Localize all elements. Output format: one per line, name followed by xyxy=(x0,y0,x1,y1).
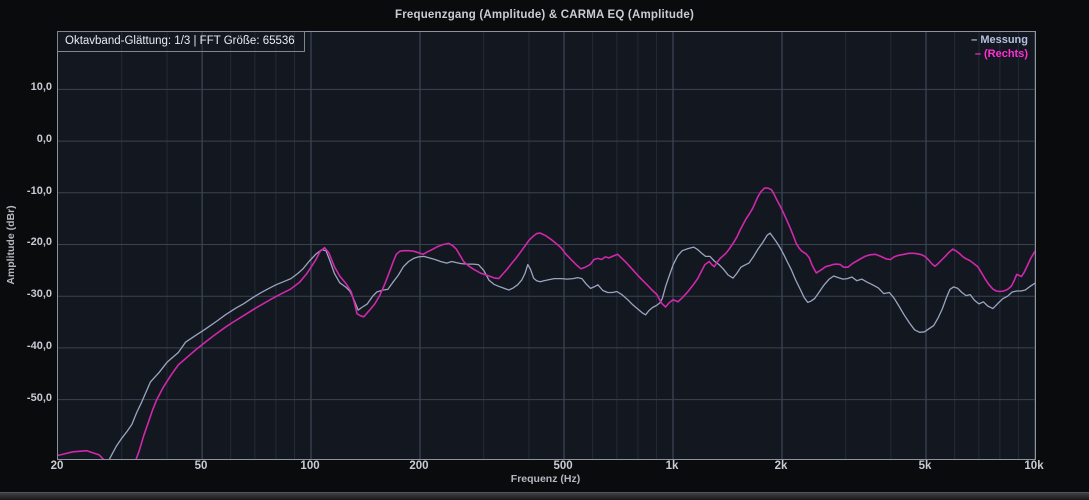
x-tick-label-2k: 2k xyxy=(774,460,788,472)
x-tick-label-100: 100 xyxy=(300,460,320,472)
y-tick-label-10: 10,0 xyxy=(30,81,52,94)
smoothing-fft-info-box: Oktavband-Glättung: 1/3 | FFT Größe: 655… xyxy=(57,31,305,52)
x-tick-label-200: 200 xyxy=(409,460,429,472)
x-tick-label-500: 500 xyxy=(553,460,573,472)
legend: – Messung – (Rechts) xyxy=(971,33,1028,61)
y-axis-ticks: 10,0 0,0 -10,0 -20,0 -30,0 -40,0 -50,0 xyxy=(0,31,52,458)
smoothing-fft-info-text: Oktavband-Glättung: 1/3 | FFT Größe: 655… xyxy=(65,35,295,47)
y-tick-label--40: -40,0 xyxy=(26,339,52,352)
y-tick-label--30: -30,0 xyxy=(26,288,52,301)
window-bottom-edge xyxy=(0,492,1089,500)
x-tick-label-20: 20 xyxy=(50,460,64,472)
legend-item-messung: – Messung xyxy=(971,34,1028,46)
frequency-response-plot xyxy=(58,32,1035,459)
x-tick-label-1k: 1k xyxy=(665,460,679,472)
y-tick-label-0: 0,0 xyxy=(36,133,52,146)
curve-messung xyxy=(108,232,1035,459)
y-tick-label--20: -20,0 xyxy=(26,236,52,249)
y-tick-label--50: -50,0 xyxy=(26,391,52,404)
x-tick-label-10k: 10k xyxy=(1024,460,1044,472)
chart-title: Frequenzgang (Amplitude) & CARMA EQ (Amp… xyxy=(394,9,694,21)
legend-item-rechts: – (Rechts) xyxy=(974,48,1028,60)
x-tick-label-50: 50 xyxy=(194,460,208,472)
x-axis-title: Frequenz (Hz) xyxy=(510,473,581,485)
plot-canvas[interactable] xyxy=(57,31,1036,460)
x-axis-ticks: 20 50 100 200 500 1k 2k 5k 10k xyxy=(51,460,1044,474)
y-tick-label--10: -10,0 xyxy=(26,184,52,197)
x-tick-label-5k: 5k xyxy=(918,460,932,472)
curve-rechts xyxy=(58,187,1035,459)
